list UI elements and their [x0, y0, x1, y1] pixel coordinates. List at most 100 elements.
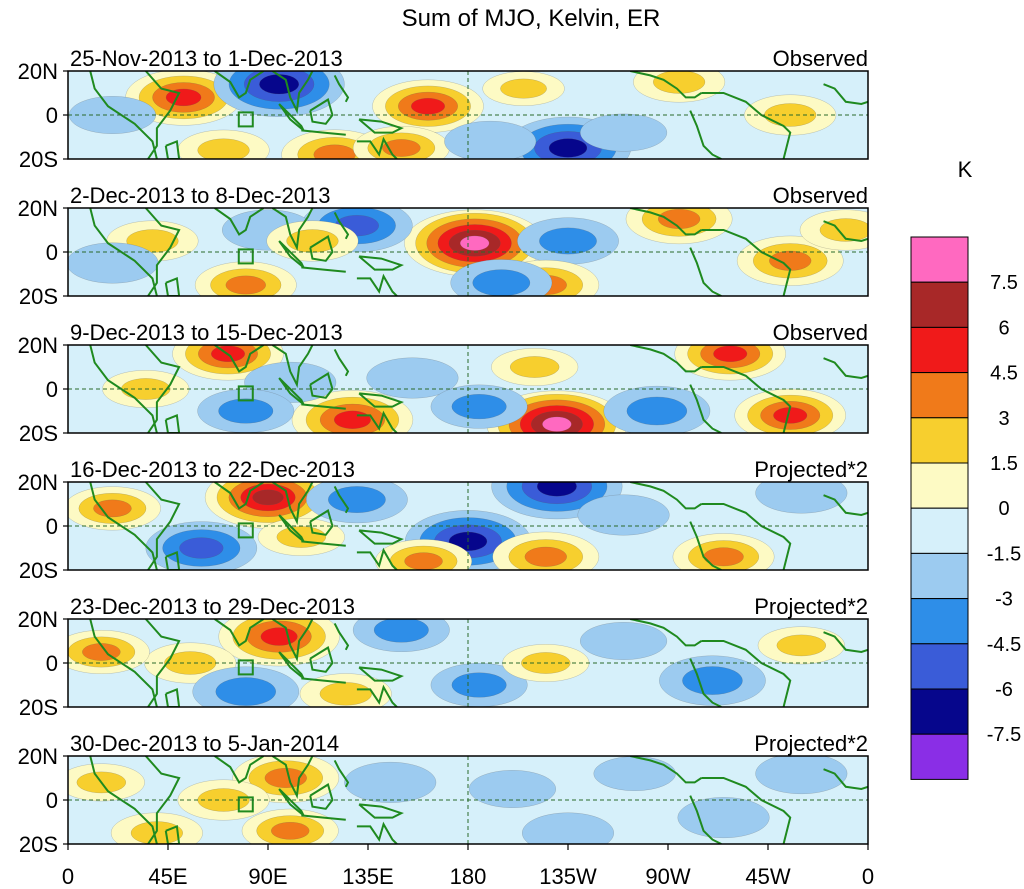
coastline	[214, 756, 265, 784]
anomaly-contour	[755, 482, 848, 514]
colorbar-swatch	[910, 417, 969, 464]
coastline	[164, 824, 181, 844]
panel-4: 20N 0 20S 16-Dec-2013 to 22-Dec-2013 Project…	[18, 457, 869, 583]
anomaly-contour	[319, 682, 372, 706]
panels-group: 20N 0 20S 25-Nov-2013 to 1-Dec-2013 Observed…	[18, 46, 869, 857]
anomaly-contour	[93, 499, 132, 518]
reference-box	[237, 522, 254, 539]
anomaly-contour	[713, 345, 748, 363]
anomaly-contour	[539, 227, 597, 255]
anomaly-contour	[344, 761, 437, 803]
lat-tick-label: 20N	[18, 333, 58, 358]
anomaly-contour	[218, 398, 274, 424]
coastline	[356, 547, 398, 570]
anomaly-contour	[459, 235, 490, 251]
anomaly-contour	[259, 74, 300, 95]
anomaly-contour	[451, 394, 507, 420]
colorbar-level-label: -3	[995, 589, 1013, 611]
panel-field	[68, 619, 868, 707]
coastline	[309, 235, 334, 262]
coastline	[309, 98, 334, 125]
colorbar: K 7.5 6 4.5 3 1.5 0 -1.5 -3 -4.5 -6 -7.5	[910, 157, 1021, 780]
anomaly-contour	[542, 416, 572, 432]
coastline	[630, 756, 702, 784]
anomaly-contour	[468, 770, 557, 808]
anomaly-contour	[264, 767, 307, 789]
lat-tick-label: 20N	[18, 470, 58, 495]
anomaly-contour	[579, 113, 668, 152]
panel-period-label: 23-Dec-2013 to 29-Dec-2013	[70, 594, 355, 619]
coastline	[333, 622, 350, 651]
anomaly-contour	[677, 797, 770, 839]
anomaly-contour	[657, 208, 701, 230]
colorbar-level-label: 0	[998, 498, 1009, 520]
coastline	[689, 247, 722, 296]
colorbar-swatch	[910, 236, 969, 283]
anomaly-contour	[500, 78, 547, 99]
coastline	[145, 71, 181, 159]
anomaly-contour	[776, 634, 827, 657]
panel-5: 20N 0 20S 23-Dec-2013 to 29-Dec-2013 Project…	[18, 594, 869, 720]
coastline	[89, 482, 158, 570]
coastline	[89, 345, 158, 433]
lat-tick-label: 20S	[19, 695, 58, 720]
lon-tick-label: 180	[450, 864, 487, 889]
coastline	[271, 482, 314, 525]
anomaly-contour	[270, 821, 310, 840]
anomaly-contour	[328, 486, 386, 514]
anomaly-contour	[404, 552, 443, 570]
coastline	[145, 482, 181, 570]
coastline	[823, 494, 868, 517]
coastline	[301, 540, 346, 547]
colorbar-level-label: 6	[998, 317, 1009, 339]
coastline	[309, 783, 334, 810]
anomaly-contour	[373, 619, 429, 643]
lat-tick-label: 0	[46, 103, 58, 128]
anomaly-contour	[769, 250, 812, 271]
anomaly-contour	[366, 357, 459, 399]
panel-field	[68, 482, 868, 570]
coastline	[164, 139, 181, 159]
coastline	[89, 71, 158, 159]
coastline	[333, 759, 350, 788]
lat-tick-label: 20S	[19, 832, 58, 857]
panel-2: 20N 0 20S 2-Dec-2013 to 8-Dec-2013 Observed	[18, 183, 869, 309]
coastline	[356, 684, 398, 707]
anomaly-contour	[179, 537, 224, 559]
coastline	[214, 619, 265, 647]
colorbar-level-label: 4.5	[990, 363, 1018, 385]
anomaly-contour	[286, 229, 339, 253]
anomaly-contour	[548, 138, 588, 158]
lat-tick-label: 0	[46, 651, 58, 676]
coastline	[356, 410, 398, 433]
coastline	[356, 821, 398, 844]
panel-period-label: 30-Dec-2013 to 5-Jan-2014	[70, 731, 339, 756]
panel-type-label: Projected*2	[754, 594, 868, 619]
colorbar-swatch	[910, 281, 969, 328]
anomaly-contour	[260, 627, 298, 646]
coastline	[301, 814, 346, 821]
coastline	[358, 392, 404, 408]
coastline	[309, 646, 334, 673]
colorbar-level-label: 3	[998, 408, 1009, 430]
coastline	[164, 276, 181, 296]
panel-field	[68, 208, 868, 296]
anomaly-contour	[682, 666, 743, 695]
colorbar-swatch	[910, 733, 969, 780]
coastline	[309, 372, 334, 399]
panel-type-label: Observed	[773, 46, 868, 71]
coastline	[214, 345, 265, 373]
lat-tick-label: 20S	[19, 147, 58, 172]
coastline	[301, 129, 346, 136]
colorbar-swatch	[910, 507, 969, 554]
colorbar-level-label: -6	[995, 679, 1013, 701]
anomaly-contour	[410, 97, 446, 115]
anomaly-contour	[536, 482, 577, 497]
panel-3: 20N 0 20S 9-Dec-2013 to 15-Dec-2013 Observed	[18, 320, 869, 446]
coastline	[823, 220, 868, 243]
coastline	[333, 211, 350, 240]
coastline	[823, 631, 868, 654]
coastline	[214, 208, 265, 236]
panel-field	[68, 71, 868, 159]
lat-tick-label: 20N	[18, 744, 58, 769]
